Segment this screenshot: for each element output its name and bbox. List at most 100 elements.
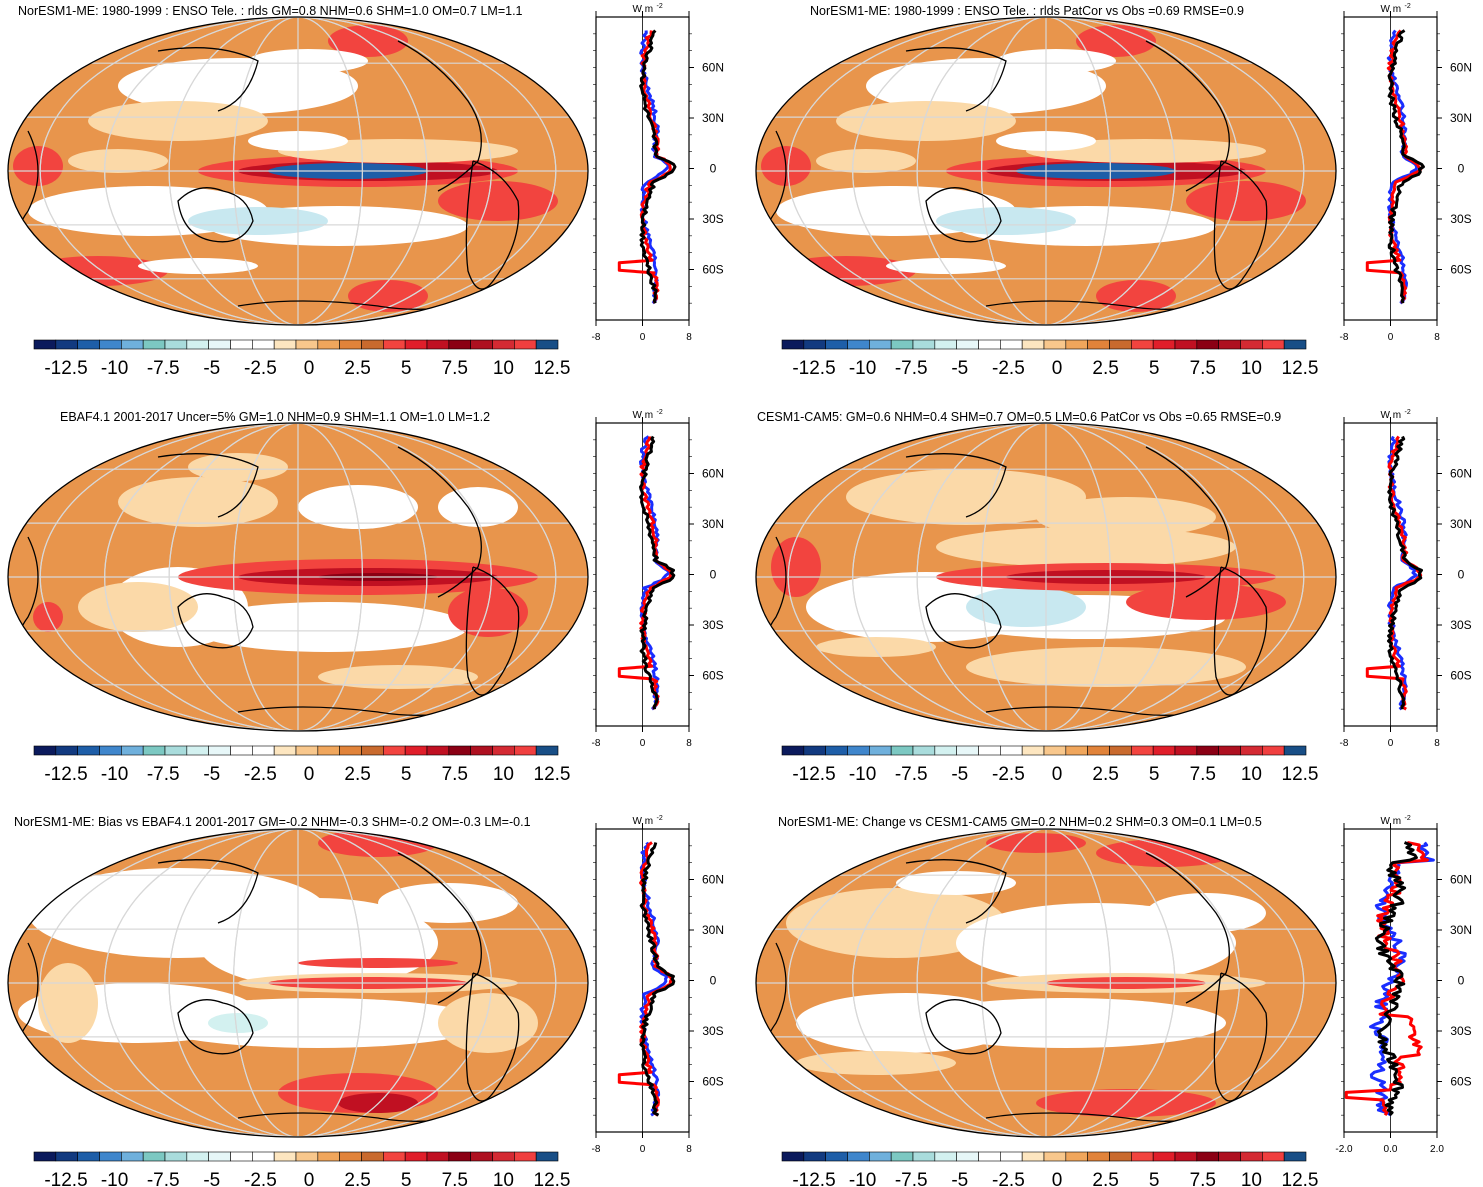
field-patch: [996, 49, 1116, 73]
zonal-line-red: [617, 30, 672, 304]
colorbar-tick-label: 5: [401, 764, 412, 785]
x-tick-label: -2.0: [1335, 1144, 1353, 1155]
map-field: [756, 17, 1336, 325]
lat-tick-label: 60S: [702, 1075, 723, 1089]
field-patch: [188, 602, 468, 652]
colorbar-swatch: [1065, 339, 1088, 350]
colorbar-tick-label: 5: [401, 1170, 412, 1187]
colorbar-tick-label: -5: [951, 1170, 968, 1187]
colorbar-swatch: [492, 745, 515, 756]
colorbar-swatch: [514, 745, 537, 756]
units-label: W m: [1381, 410, 1402, 421]
colorbar-swatch: [361, 1151, 384, 1162]
graticule: [756, 829, 1336, 1137]
panel-title-1: NorESM1-ME: 1980-1999 : ENSO Tele. : rld…: [18, 4, 523, 18]
map-border: [7, 828, 589, 1138]
colorbar-swatch: [1021, 745, 1045, 756]
colorbar-swatch: [383, 745, 406, 756]
colorbar-swatch: [186, 745, 209, 756]
asia-outline: [157, 453, 259, 518]
colorbar-tick-label: 5: [1149, 1170, 1160, 1187]
colorbar-swatch: [55, 745, 78, 756]
south-america-outline: [1213, 160, 1268, 290]
colorbar-swatch: [470, 1151, 493, 1162]
colorbar-tick-label: 12.5: [1282, 358, 1319, 379]
colorbar-swatch: [781, 339, 805, 350]
colorbar-swatch: [273, 745, 297, 756]
colorbar-tick-label: 5: [401, 358, 412, 379]
colorbar-swatch: [1196, 1151, 1219, 1162]
colorbar-swatch: [1174, 339, 1198, 350]
colorbar-swatch: [164, 339, 188, 350]
colorbar-tick-label: 2.5: [1092, 1170, 1118, 1187]
field-patch: [966, 647, 1246, 687]
colorbar-swatch: [1218, 1151, 1241, 1162]
colorbar-tick-label: -12.5: [44, 1170, 87, 1187]
colorbar-swatch: [1065, 1151, 1088, 1162]
zonal-line-black: [639, 842, 676, 1117]
colorbar-swatch: [1262, 1151, 1285, 1162]
colorbar-tick-label: 12.5: [534, 1170, 571, 1187]
zonal-mean-panel-6: 60N 30N 0 30S 60S -2.0 0.0 2.0 W m -2: [1335, 815, 1472, 1155]
zonal-line-black: [639, 29, 677, 304]
colorbar-swatch: [514, 1151, 537, 1162]
asia-outline: [905, 453, 1007, 518]
map-field: [8, 423, 588, 731]
colorbar-swatch: [1262, 339, 1285, 350]
australia-outline: [925, 999, 1002, 1055]
colorbar-tick-label: 10: [493, 358, 514, 379]
field-patch: [771, 537, 821, 597]
map-panel-2: [755, 16, 1337, 326]
colorbar-swatch: [142, 339, 166, 350]
graticule: [8, 423, 588, 731]
lat-tick-label: 60S: [1450, 263, 1471, 277]
colorbar-swatch: [448, 745, 471, 756]
meridian-line: [916, 829, 1176, 1137]
graticule: [8, 17, 588, 325]
colorbar-swatch: [535, 1151, 559, 1162]
meridian-line: [852, 829, 1240, 1137]
x-tick-label: -8: [592, 1144, 601, 1155]
x-tick-label: 2.0: [1430, 1144, 1444, 1155]
meridian-line: [980, 829, 1112, 1137]
colorbar-1: -12.5 -10 -7.5 -5 -2.5 0 2.5 5 7.5 10 12.5: [33, 339, 570, 379]
lat-tick-label: 60S: [1450, 669, 1471, 683]
map-panel-4: [755, 422, 1337, 732]
colorbar-tick-label: 7.5: [1190, 764, 1216, 785]
colorbar-tick-label: -12.5: [44, 764, 87, 785]
lat-tick-label: 30S: [702, 212, 723, 226]
field-patch: [208, 1013, 268, 1033]
colorbar-tick-label: 10: [1241, 1170, 1262, 1187]
coastlines: [8, 40, 520, 310]
colorbar-swatch: [33, 1151, 57, 1162]
meridian-line: [232, 17, 364, 325]
meridian-line: [168, 829, 428, 1137]
panel-title-5: NorESM1-ME: Bias vs EBAF4.1 2001-2017 GM…: [14, 815, 531, 829]
colorbar-swatch: [383, 339, 406, 350]
colorbar-swatch: [339, 1151, 362, 1162]
colorbar-swatch: [186, 1151, 209, 1162]
colorbar-tick-label: -10: [101, 358, 128, 379]
south-america-outline: [465, 160, 520, 290]
colorbar-swatch: [404, 1151, 428, 1162]
field-patch: [1096, 280, 1176, 312]
asia-outline: [905, 47, 1007, 112]
field-patch: [28, 256, 168, 286]
map-panel-1: [7, 16, 589, 326]
units-label: W m: [633, 816, 654, 827]
field-patch: [1126, 584, 1286, 620]
colorbar-tick-label: 0: [1052, 1170, 1063, 1187]
colorbar-swatch: [956, 339, 979, 350]
field-patch: [776, 256, 916, 286]
colorbar-swatch: [186, 339, 209, 350]
field-patch: [936, 527, 1236, 567]
meridian-line: [852, 423, 1240, 731]
colorbar-swatch: [1043, 1151, 1067, 1162]
south-america-outline: [465, 566, 520, 696]
colorbar-swatch: [847, 745, 870, 756]
colorbar-swatch: [1218, 745, 1241, 756]
colorbar-swatch: [803, 339, 826, 350]
x-tick-label: 0: [640, 332, 646, 343]
meridian-line: [104, 829, 492, 1137]
graticule: [8, 829, 588, 1137]
